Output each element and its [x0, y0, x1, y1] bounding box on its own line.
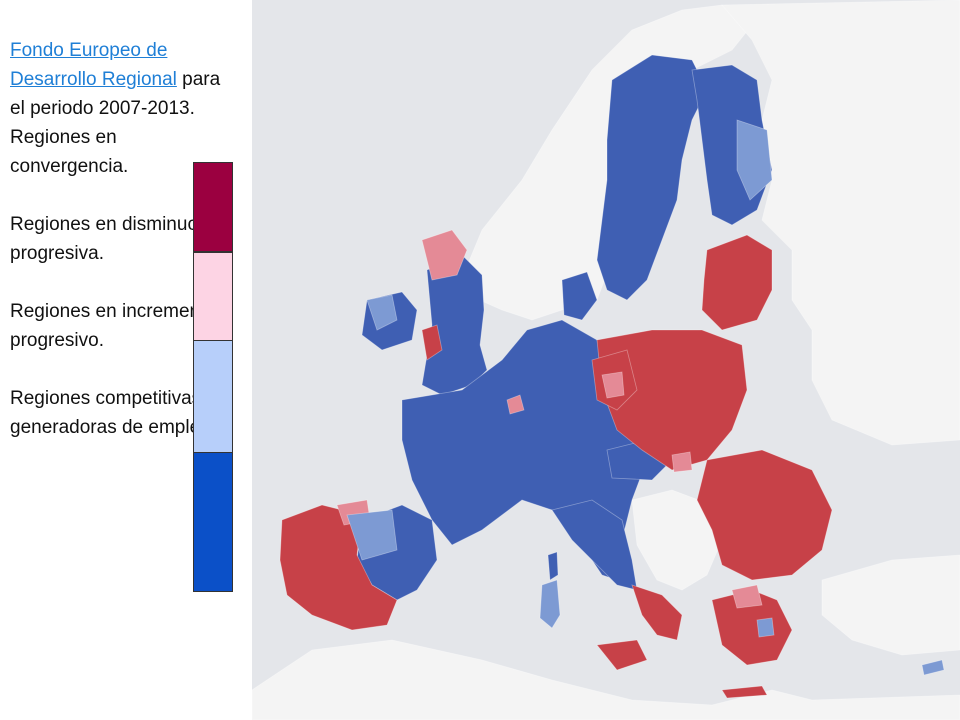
land-turkey	[821, 554, 960, 656]
region-crete	[721, 685, 768, 699]
land-east	[721, 0, 960, 446]
color-legend	[193, 162, 233, 592]
legend-swatch-phasing-out	[194, 251, 232, 341]
region-corsica	[547, 551, 559, 581]
legend-label-competitiveness: Regiones competitivas y generadoras de e…	[10, 388, 216, 438]
region-poland-czech-hungary	[596, 329, 748, 471]
legend-swatch-phasing-in	[194, 341, 232, 453]
land-balkans	[631, 489, 723, 591]
region-east-germany-pink	[601, 371, 625, 399]
region-wales	[421, 324, 443, 361]
region-belgium-pink	[506, 394, 525, 415]
region-baltics	[701, 234, 773, 331]
region-ireland-south	[366, 294, 398, 331]
legend-swatch-convergence	[194, 163, 232, 251]
legend-label-phasing-in: Regiones en incremento progresivo.	[10, 301, 216, 351]
legend-swatch-competitiveness	[194, 453, 232, 591]
region-sicily	[596, 639, 648, 671]
legend-text-panel: Fondo Europeo de Desarrollo Regional par…	[10, 36, 235, 442]
region-romania-bulgaria	[696, 449, 833, 581]
region-finland-east	[736, 119, 773, 201]
region-spain-center	[346, 509, 398, 561]
period-text: para el periodo 2007-2013.	[10, 69, 221, 119]
region-greece-attica	[756, 617, 775, 638]
region-greece-north-pink	[731, 584, 763, 609]
legend-label-phasing-out: Regiones en disminución progresiva.	[10, 214, 223, 264]
fund-link[interactable]: Fondo Europeo de Desarrollo Regional	[10, 40, 177, 90]
land-north-africa	[252, 639, 960, 720]
region-hungary-pink	[671, 451, 693, 473]
region-cyprus	[921, 659, 945, 676]
europe-regions-map	[252, 0, 960, 720]
legend-label-convergence: Regiones en convergencia.	[10, 127, 129, 177]
region-sardinia	[539, 579, 561, 629]
region-southern-italy	[631, 584, 683, 641]
region-denmark	[561, 271, 598, 321]
region-scotland-highlands	[421, 229, 468, 281]
